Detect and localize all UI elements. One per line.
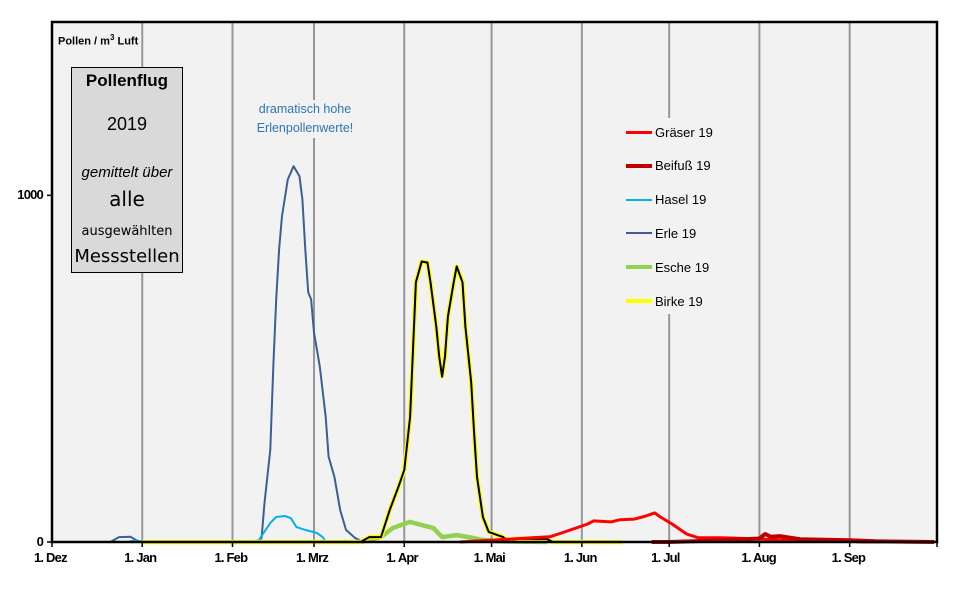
legend-label: Birke 19 (655, 293, 703, 309)
x-tick-label: 1. Jul (651, 550, 680, 565)
info-year: 2019 (106, 114, 148, 134)
x-tick-label: 1. Jun (563, 550, 598, 565)
series-graeser-line (459, 511, 935, 544)
legend-swatch (626, 198, 652, 201)
x-tick-label: 1. Mrz (296, 550, 329, 565)
legend-label: Beifuß 19 (655, 158, 711, 174)
plot-area (52, 22, 937, 542)
legend-swatch (626, 163, 652, 168)
series-birke-line-core (142, 260, 623, 543)
annotation-line-1: dramatisch hohe (258, 102, 352, 116)
legend-item: Gräser 19 (626, 122, 713, 142)
info-line-1: gemittelt über (81, 164, 173, 181)
info-title: Pollenflug (85, 71, 169, 90)
legend-item: Birke 19 (626, 291, 703, 311)
info-line-2: alle (109, 187, 145, 211)
axes (47, 20, 939, 547)
legend-swatch (626, 265, 652, 270)
legend-item: Erle 19 (626, 223, 696, 243)
y-tick-label: 0 (36, 534, 44, 549)
legend-swatch (626, 232, 652, 235)
x-tick-label: 1. Aug (741, 550, 776, 565)
info-line-4: Messstellen (74, 246, 180, 267)
legend-swatch (626, 299, 652, 303)
legend-item: Beifuß 19 (626, 156, 711, 176)
legend-label: Hasel 19 (655, 192, 707, 208)
legend-label: Erle 19 (655, 225, 697, 241)
legend-item: Hasel 19 (626, 190, 706, 210)
x-tick-label: 1. Apr (386, 550, 418, 565)
x-tick-label: 1. Feb (214, 550, 248, 565)
info-box: Pollenflug 2019 gemittelt über alle ausg… (71, 67, 183, 273)
legend-swatch (626, 130, 652, 134)
x-tick-label: 1. Jan (124, 550, 157, 565)
annotation-line-2: Erlenpollenwerte! (256, 121, 354, 135)
legend-label: Gräser 19 (655, 124, 713, 140)
legend-label: Esche 19 (655, 259, 710, 275)
legend: Gräser 19 Beifuß 19 Hasel 19 Erle 19 Esche 1… (624, 118, 724, 314)
plot-border (50, 20, 939, 544)
y-axis-label: Pollen / m3 Luft (58, 33, 139, 48)
legend-item: Esche 19 (626, 257, 709, 277)
x-tick-label: 1. Sep (831, 550, 866, 565)
info-line-3: ausgewählten (81, 224, 173, 239)
x-tick-label: 1. Mai (473, 550, 506, 565)
annotation-erle: dramatisch hohe Erlenpollenwerte! (245, 100, 365, 138)
y-tick-label: 1000 (17, 187, 44, 203)
x-tick-label: 1. Dez (34, 550, 68, 565)
